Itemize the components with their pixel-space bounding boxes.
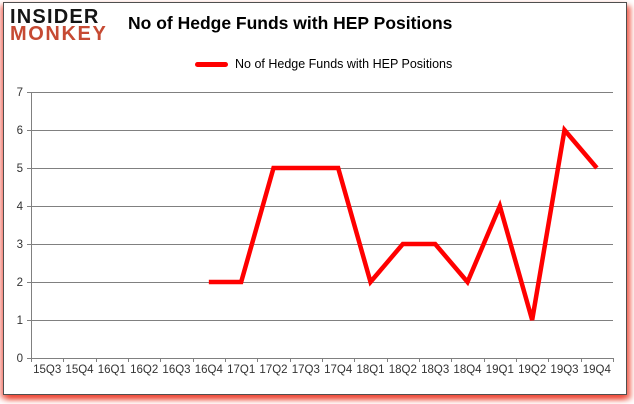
y-axis-label: 2 bbox=[17, 277, 23, 289]
x-axis-label: 19Q3 bbox=[550, 364, 578, 376]
x-axis-label: 15Q4 bbox=[65, 364, 94, 376]
y-axis-label: 7 bbox=[17, 87, 23, 99]
x-axis-label: 15Q3 bbox=[33, 364, 61, 376]
x-axis-label: 18Q1 bbox=[356, 364, 384, 376]
series-line bbox=[208, 124, 599, 321]
legend-label: No of Hedge Funds with HEP Positions bbox=[235, 57, 453, 71]
x-axis-label: 18Q2 bbox=[389, 364, 417, 376]
card-frame bbox=[3, 2, 627, 395]
x-axis-label: 16Q4 bbox=[195, 364, 224, 376]
x-axis-label: 19Q4 bbox=[583, 364, 612, 376]
y-axis-label: 0 bbox=[17, 353, 23, 365]
y-axis-label: 3 bbox=[17, 239, 23, 251]
logo-word-insider: INSIDER bbox=[10, 6, 100, 28]
x-axis-label: 16Q2 bbox=[130, 364, 158, 376]
x-axis-label: 19Q2 bbox=[518, 364, 546, 376]
x-axis-label: 18Q3 bbox=[421, 364, 449, 376]
x-axis-label: 16Q1 bbox=[98, 364, 126, 376]
legend-line-swatch bbox=[195, 61, 228, 67]
insider-monkey-logo: INSIDER MONKEY bbox=[10, 6, 108, 45]
x-axis-label: 17Q4 bbox=[324, 364, 353, 376]
y-axis-label: 5 bbox=[17, 163, 23, 175]
y-axis-label: 4 bbox=[17, 201, 24, 213]
chart-title: No of Hedge Funds with HEP Positions bbox=[128, 13, 453, 33]
x-axis-label: 17Q1 bbox=[227, 364, 255, 376]
logo-word-monkey: MONKEY bbox=[10, 23, 108, 45]
x-axis-label: 17Q3 bbox=[292, 364, 320, 376]
x-axis-label: 17Q2 bbox=[259, 364, 287, 376]
y-axis-label: 6 bbox=[17, 125, 23, 137]
x-axis-label: 19Q1 bbox=[486, 364, 514, 376]
x-axis-label: 16Q3 bbox=[162, 364, 190, 376]
y-axis-label: 1 bbox=[17, 315, 23, 327]
chart-legend: No of Hedge Funds with HEP Positions bbox=[195, 56, 452, 72]
x-axis-label: 18Q4 bbox=[453, 364, 482, 376]
